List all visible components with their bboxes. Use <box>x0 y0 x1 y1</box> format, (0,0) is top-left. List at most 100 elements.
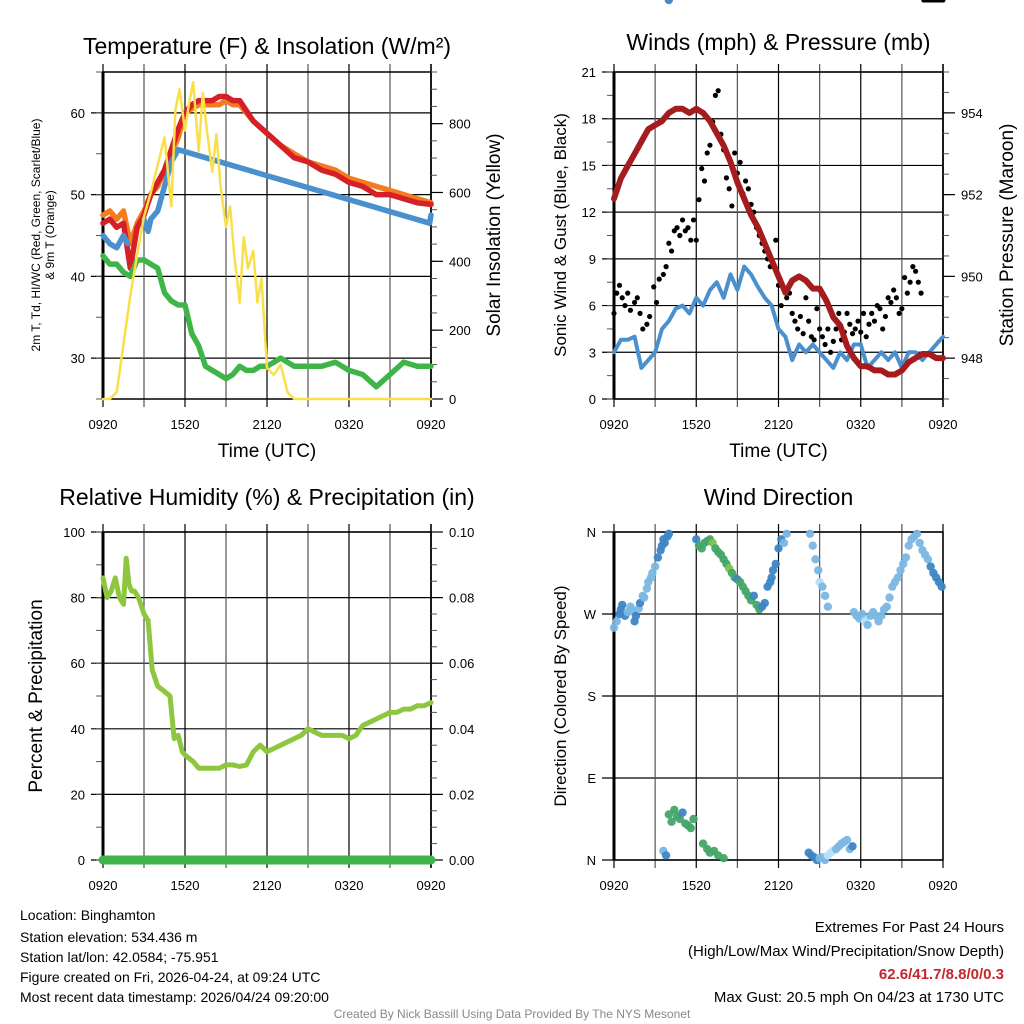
y-tick-label: 100 <box>63 525 85 540</box>
gust-point <box>844 310 850 316</box>
x-tick-label: 0920 <box>89 417 118 432</box>
gust-point <box>640 326 646 332</box>
wind-direction-point <box>667 817 676 826</box>
gust-point <box>902 274 908 281</box>
gust-point <box>637 310 643 316</box>
wind-direction-point <box>779 538 789 548</box>
x-tick-label: 0920 <box>417 878 446 893</box>
wind-direction-point <box>664 529 674 539</box>
gust-point <box>743 178 749 184</box>
gust-point <box>679 217 686 223</box>
wind-direction-point <box>774 544 783 553</box>
wind-direction-point <box>678 808 687 817</box>
chart-title: Temperature (F) & Insolation (W/m²) <box>83 33 451 59</box>
y-tick-label: E <box>587 771 596 786</box>
wind-direction-point <box>719 853 728 863</box>
gust-point <box>660 271 666 278</box>
chart-winds: 0 3 6 9 12 15 18 21 0920 1520 2120 0320 0920 Winds (m… <box>551 0 1018 462</box>
wind-direction-point <box>904 541 913 550</box>
gust-point <box>806 318 812 324</box>
wind-direction-point <box>823 602 833 611</box>
gust-point <box>647 313 653 320</box>
y-tick-label: 20 <box>71 787 85 802</box>
gust-point <box>849 331 856 337</box>
gust-point <box>899 306 905 312</box>
gust-point <box>863 334 869 340</box>
y-tick-label: 50 <box>71 188 85 203</box>
right-tick-label: 0.04 <box>449 722 474 737</box>
gust-point <box>737 159 743 165</box>
wind-direction-point <box>863 620 872 630</box>
right-tick-label: 600 <box>449 185 471 200</box>
gust-point <box>622 302 628 309</box>
gust-point <box>656 276 662 282</box>
gust-point <box>745 186 751 192</box>
gust-point <box>653 299 660 306</box>
y-tick-label: 80 <box>71 591 85 606</box>
x-tick-label: 0320 <box>846 878 875 893</box>
y-tick-label: 15 <box>582 158 596 173</box>
series-line-solar-insolation <box>101 81 433 401</box>
wind-direction-point <box>768 566 778 575</box>
x-tick-label: 1520 <box>171 878 200 893</box>
right-tick-label: 200 <box>449 323 471 338</box>
gust-point <box>677 232 683 239</box>
gust-point <box>693 237 699 243</box>
wind-direction-point <box>639 593 649 602</box>
wind-direction-point <box>848 842 857 851</box>
y-axis-label-line2: & 9m T (Orange) <box>43 190 57 280</box>
wind-direction-point <box>923 555 933 564</box>
gust-point <box>855 318 861 324</box>
x-tick-label: 2120 <box>253 878 282 893</box>
gust-point <box>811 337 817 343</box>
y-tick-label: 9 <box>589 252 596 267</box>
gust-point <box>668 248 675 254</box>
wind-direction-point <box>901 553 911 562</box>
wind-direction-point <box>896 566 905 575</box>
right-tick-label: 0.02 <box>449 787 474 802</box>
y-tick-label: 0 <box>589 392 596 407</box>
x-tick-label: 2120 <box>764 878 793 893</box>
gust-point <box>836 310 842 316</box>
y-tick-label: 21 <box>582 65 596 80</box>
created-text: Figure created on Fri, 2026-04-24, at 09… <box>20 969 321 985</box>
wind-direction-point <box>893 573 902 582</box>
gust-point <box>663 264 669 270</box>
gust-point <box>888 299 894 306</box>
recent-timestamp-text: Most recent data timestamp: 2026/04/24 0… <box>20 989 329 1005</box>
gust-point <box>778 302 784 309</box>
gust-point <box>712 92 719 98</box>
wind-direction-point <box>818 582 827 591</box>
credit-text: Created By Nick Bassill Using Data Provi… <box>333 1007 691 1021</box>
wind-direction-point <box>820 591 830 600</box>
right-tick-label: 0.00 <box>449 853 474 868</box>
y-axis-label: Sonic Wind & Gust (Blue, Black) <box>551 113 570 357</box>
wind-direction-point <box>664 0 674 5</box>
gust-point <box>688 237 694 243</box>
gust-point <box>792 318 798 324</box>
gust-point <box>625 290 631 296</box>
y-tick-label: N <box>587 525 596 540</box>
y-tick-label: 40 <box>71 722 85 737</box>
wind-direction-point <box>912 529 922 539</box>
gust-point <box>866 321 872 327</box>
chart-temperature: 30 40 50 60 0920 1520 2120 0320 0920 Temperature … <box>29 33 505 462</box>
wind-direction-point <box>650 562 660 571</box>
gust-point <box>833 326 839 332</box>
wind-direction-point <box>782 529 791 539</box>
chart-wind_direction: N E S W N 0920 1520 2120 0320 0920 Wind Direction D… <box>551 0 957 893</box>
right-tick-label: 0.06 <box>449 656 474 671</box>
series-line-sonic-wind <box>612 264 945 370</box>
gust-point <box>910 264 916 270</box>
gust-point <box>789 310 795 316</box>
wind-direction-point <box>808 541 817 550</box>
x-tick-label: 0920 <box>929 878 958 893</box>
location-text: Location: Binghamton <box>20 907 156 923</box>
gust-point <box>627 307 634 313</box>
wind-direction-point <box>653 553 663 562</box>
y-axis-label-right: Station Pressure (Maroon) <box>997 124 1018 347</box>
wind-direction-point <box>842 835 852 845</box>
y-axis-label: Percent & Precipitation <box>26 599 47 792</box>
extremes-subtitle: (High/Low/Max Wind/Precipitation/Snow De… <box>688 943 1004 960</box>
gust-point <box>891 287 897 293</box>
